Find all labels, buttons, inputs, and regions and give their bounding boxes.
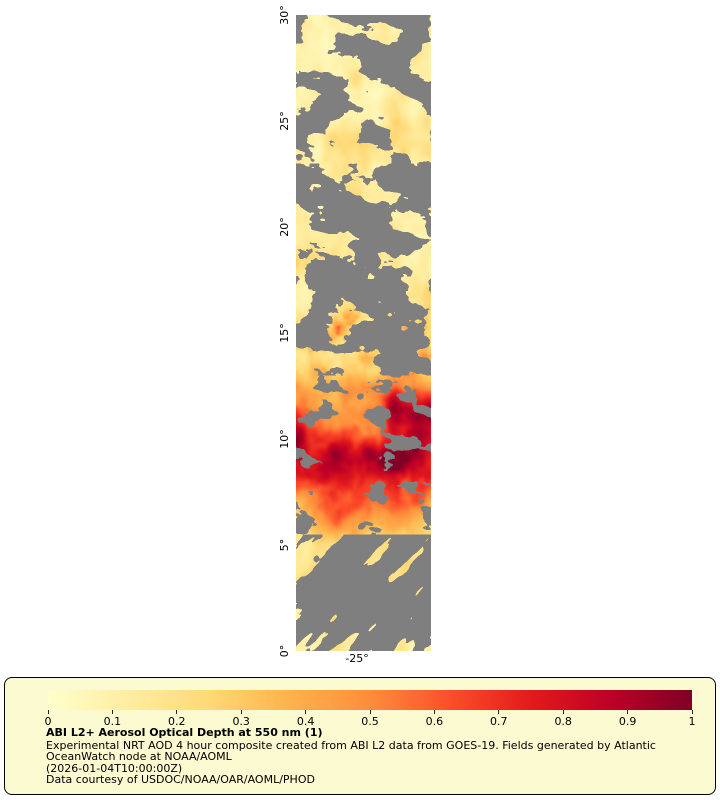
legend-box: 0 0.1 0.2 0.3 0.4 0.5 0.6 0.7 0.8 0.9 1 ABI L2+ Ae…: [4, 677, 716, 795]
colorbar-tick-mark: [176, 710, 178, 714]
aod-heatmap-canvas: [296, 15, 431, 651]
colorbar-tick-label: 0.9: [618, 715, 637, 728]
colorbar-tick-mark: [111, 710, 113, 714]
legend-description-line-1: Experimental NRT AOD 4 hour composite cr…: [46, 738, 656, 752]
colorbar-tick-mark: [47, 710, 49, 714]
colorbar-tick-mark: [498, 710, 500, 714]
legend-text: ABI L2+ Aerosol Optical Depth at 550 nm …: [46, 727, 697, 786]
colorbar-tick-mark: [369, 710, 371, 714]
colorbar-tick-label: 0.2: [168, 715, 186, 728]
latitude-tick-label: 30°: [278, 5, 291, 25]
colorbar-tick-mark: [433, 710, 435, 714]
legend-description-line-2: OceanWatch node at NOAA/AOML: [46, 750, 232, 763]
colorbar-ticks: [47, 710, 693, 714]
colorbar-tick-label: 0.4: [296, 715, 315, 728]
colorbar-tick-label: 0.1: [103, 715, 122, 728]
legend-credit: Data courtesy of USDOC/NOAA/OAR/AOML/PHO…: [46, 773, 315, 786]
latitude-tick-label: 5°: [278, 538, 291, 552]
colorbar-tick-label: 0.7: [490, 715, 508, 728]
longitude-tick-label: -25°: [345, 652, 369, 665]
latitude-tick-label: 25°: [278, 111, 291, 131]
colorbar-tick-label: 0.6: [425, 715, 444, 728]
colorbar-tick-label: 1: [688, 715, 696, 728]
colorbar-scale: 0 0.1 0.2 0.3 0.4 0.5 0.6 0.7 0.8 0.9 1: [44, 715, 696, 728]
colorbar-tick-mark: [240, 710, 242, 714]
colorbar-tick-label: 0.5: [361, 715, 379, 728]
colorbar-tick-label: 0.8: [554, 715, 572, 728]
latitude-axis: 30° 25° 20° 15° 10° 5° 0°: [278, 5, 293, 657]
colorbar-tick-mark: [562, 710, 564, 714]
colorbar-tick-label: 0.3: [232, 715, 250, 728]
colorbar-tick-mark: [691, 710, 693, 714]
latitude-tick-label: 0°: [278, 644, 291, 658]
latitude-tick-label: 20°: [278, 217, 291, 237]
colorbar-tick-mark: [305, 710, 307, 714]
latitude-tick-label: 10°: [278, 429, 291, 449]
legend-title: ABI L2+ Aerosol Optical Depth at 550 nm …: [46, 726, 323, 739]
colorbar-tick-mark: [627, 710, 629, 714]
latitude-tick-label: 15°: [278, 323, 291, 343]
colorbar-gradient: [48, 690, 692, 710]
legend-timestamp: (2026-01-04T10:00:00Z): [46, 761, 183, 775]
aod-map: 30° 25° 20° 15° 10° 5° 0° -25°: [278, 5, 431, 665]
colorbar-tick-label: 0: [44, 715, 52, 728]
